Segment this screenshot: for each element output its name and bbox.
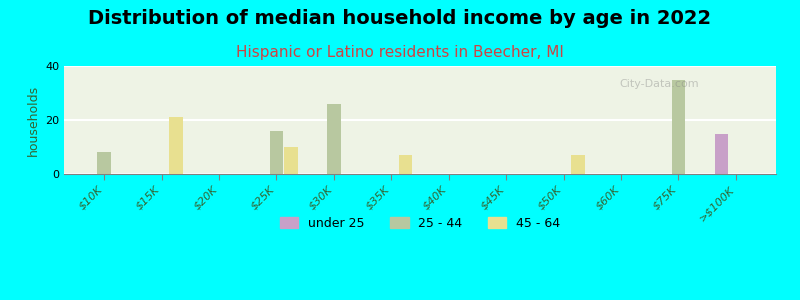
- Bar: [284, 147, 298, 174]
- Text: Distribution of median household income by age in 2022: Distribution of median household income …: [89, 9, 711, 28]
- Bar: [327, 104, 341, 174]
- Bar: [169, 117, 182, 174]
- Text: City-Data.com: City-Data.com: [619, 79, 699, 89]
- Bar: [98, 152, 111, 174]
- Bar: [714, 134, 728, 174]
- Legend: under 25, 25 - 44, 45 - 64: under 25, 25 - 44, 45 - 64: [274, 212, 566, 235]
- Bar: [270, 131, 283, 174]
- Bar: [671, 80, 686, 174]
- Y-axis label: households: households: [26, 84, 39, 156]
- Bar: [571, 155, 585, 174]
- Text: Hispanic or Latino residents in Beecher, MI: Hispanic or Latino residents in Beecher,…: [236, 45, 564, 60]
- Bar: [399, 155, 413, 174]
